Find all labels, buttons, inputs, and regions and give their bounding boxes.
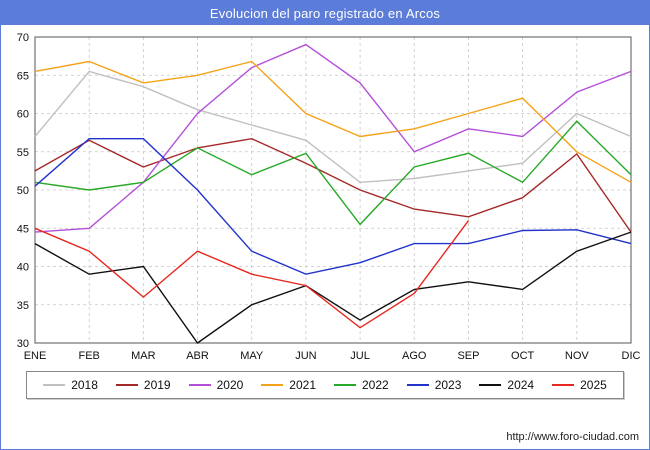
legend-swatch — [406, 384, 429, 386]
legend-swatch — [334, 384, 356, 386]
series-line-2023 — [34, 138, 632, 275]
legend-swatch — [43, 384, 66, 386]
legend-label: 2023 — [434, 378, 462, 392]
legend-swatch — [552, 384, 575, 386]
legend-item-2021: 2021 — [261, 378, 316, 392]
y-tick-label: 70 — [17, 32, 29, 44]
legend-swatch — [261, 384, 284, 386]
legend-item-2022: 2022 — [334, 378, 389, 392]
y-tick-label: 65 — [17, 70, 29, 82]
series-line-2022 — [34, 120, 632, 226]
series-line-2018 — [34, 70, 632, 184]
legend-swatch — [479, 384, 502, 386]
x-tick-label: FEB — [78, 350, 99, 362]
legend-item-2025: 2025 — [552, 378, 607, 392]
series-line-2025 — [34, 220, 470, 329]
legend-label: 2019 — [143, 378, 171, 392]
series-line-2020 — [34, 43, 632, 233]
legend-item-2019: 2019 — [115, 378, 171, 392]
y-tick-label: 60 — [17, 109, 29, 121]
y-tick-label: 35 — [17, 300, 29, 312]
x-tick-label: JUN — [295, 350, 316, 362]
legend-swatch — [188, 384, 211, 386]
series-line-2019 — [34, 137, 632, 233]
x-tick-label: MAR — [131, 350, 156, 362]
y-tick-label: 40 — [17, 262, 29, 274]
x-tick-label: SEP — [457, 350, 479, 362]
series-line-2021 — [34, 60, 632, 183]
legend-item-2023: 2023 — [406, 378, 462, 392]
line-chart: ENE FEB MAR ABR MAY JUN JUL AGO SEP OCT NOV DIC 30 35… — [17, 32, 641, 362]
y-tick-label: 50 — [17, 185, 29, 197]
x-tick-label: AGO — [402, 350, 427, 362]
y-tick-label: 45 — [17, 223, 29, 235]
legend-label: 2024 — [507, 378, 535, 392]
source-url: http://www.foro-ciudad.com — [506, 431, 639, 443]
legend: 2018 2019 2020 2021 2022 2023 2024 2025 — [26, 371, 624, 399]
legend-item-2018: 2018 — [43, 378, 98, 392]
legend-row: 2018 2019 2020 2021 2022 2023 2024 2025 — [1, 371, 649, 399]
legend-swatch — [115, 384, 138, 386]
plot-area: ENE FEB MAR ABR MAY JUN JUL AGO SEP OCT NOV DIC 30 35… — [1, 25, 649, 365]
legend-label: 2022 — [362, 378, 389, 392]
legend-label: 2021 — [289, 378, 316, 392]
x-tick-label: MAY — [240, 350, 264, 362]
x-tick-label: ABR — [186, 350, 209, 362]
series-line-2024 — [34, 231, 632, 344]
legend-label: 2020 — [216, 378, 244, 392]
legend-label: 2025 — [580, 378, 607, 392]
x-tick-label: OCT — [511, 350, 535, 362]
x-tick-label: NOV — [565, 350, 590, 362]
legend-label: 2018 — [71, 378, 98, 392]
legend-item-2024: 2024 — [479, 378, 534, 392]
x-tick-label: JUL — [350, 350, 370, 362]
x-tick-label: DIC — [622, 350, 641, 362]
chart-title: Evolucion del paro registrado en Arcos — [209, 5, 441, 21]
y-tick-label: 30 — [17, 338, 29, 350]
legend-item-2020: 2020 — [188, 378, 244, 392]
chart-title-bar: Evolucion del paro registrado en Arcos — [1, 1, 649, 25]
x-tick-label: ENE — [24, 350, 47, 362]
y-tick-label: 55 — [17, 147, 29, 159]
